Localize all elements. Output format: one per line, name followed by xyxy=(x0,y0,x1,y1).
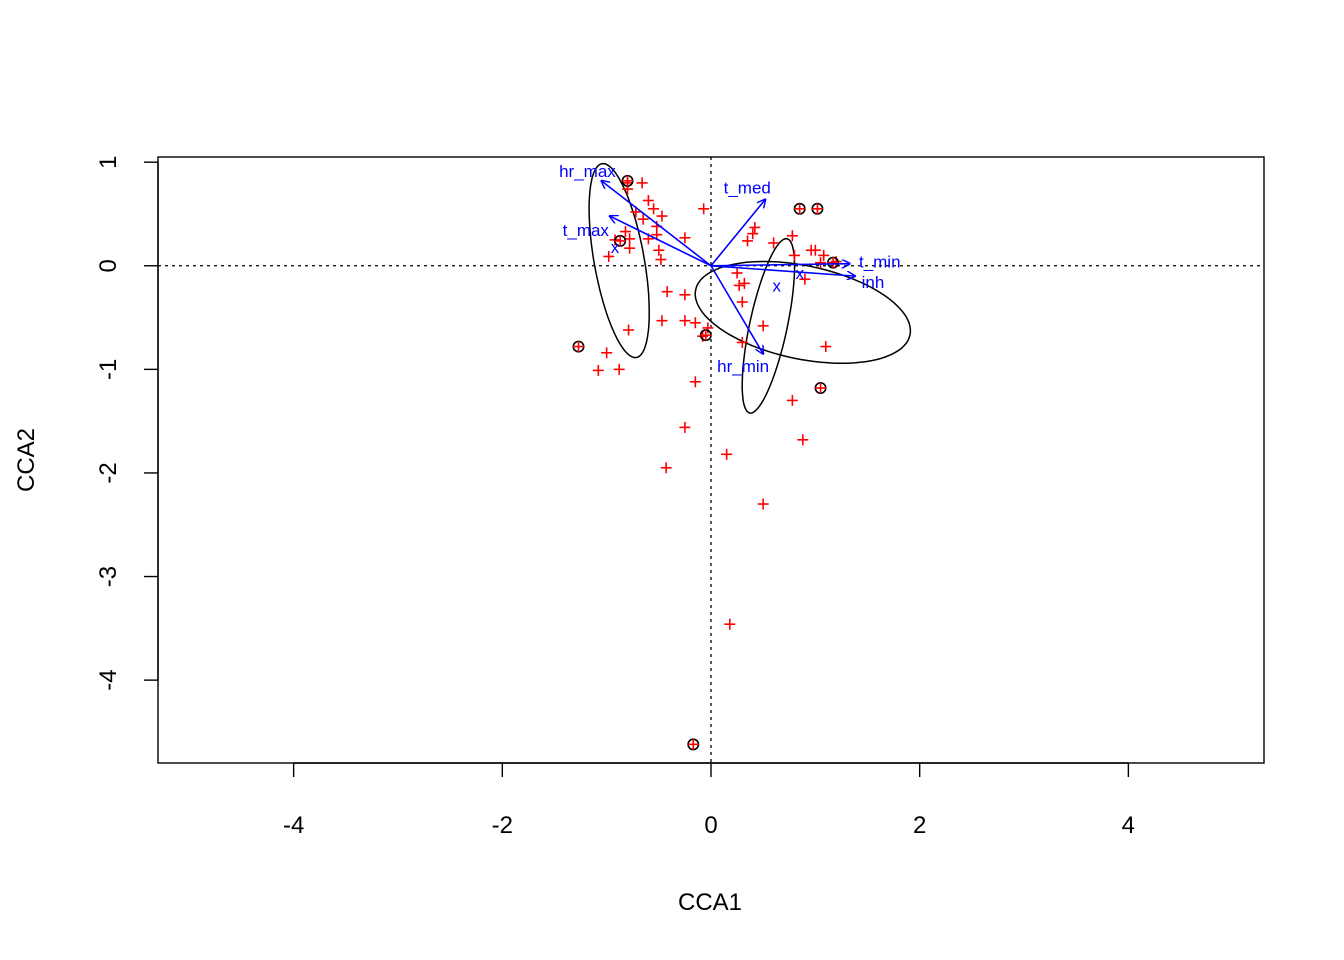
group-ellipse xyxy=(694,260,912,365)
site-point xyxy=(815,257,827,269)
site-point xyxy=(622,175,634,187)
env-arrow-label: t_max xyxy=(563,221,610,240)
site-point xyxy=(624,242,636,254)
site-point xyxy=(794,203,806,215)
y-tick-label: -3 xyxy=(95,566,122,587)
env-arrow-label: t_med xyxy=(724,178,771,197)
site-point xyxy=(815,382,827,394)
site-point xyxy=(572,341,584,353)
site-point xyxy=(797,434,809,446)
site-point xyxy=(738,277,750,289)
y-tick-label: -1 xyxy=(95,359,122,380)
site-point xyxy=(655,254,667,266)
site-point xyxy=(811,203,823,215)
site-point xyxy=(768,237,780,249)
env-arrow-label: hr_min xyxy=(717,357,769,376)
env-arrow xyxy=(710,264,850,266)
x-tick-label: -4 xyxy=(283,812,304,839)
site-point xyxy=(689,317,701,329)
site-point xyxy=(698,203,710,215)
site-point xyxy=(624,233,636,245)
y-axis-title: CCA2 xyxy=(13,428,40,492)
y-tick-label: 0 xyxy=(95,259,122,272)
site-point xyxy=(656,315,668,327)
site-point xyxy=(747,228,759,240)
site-point xyxy=(736,296,748,308)
site-point xyxy=(786,394,798,406)
site-point xyxy=(731,267,743,279)
group-ellipse xyxy=(741,237,796,414)
site-point xyxy=(805,244,817,256)
site-point xyxy=(820,341,832,353)
site-point xyxy=(749,221,761,233)
site-point xyxy=(603,250,615,262)
env-arrow xyxy=(710,199,765,267)
site-point xyxy=(799,273,811,285)
site-point xyxy=(623,324,635,336)
site-point xyxy=(656,210,668,222)
site-point xyxy=(724,618,736,630)
site-point xyxy=(614,235,626,247)
site-point xyxy=(702,322,714,334)
site-point xyxy=(636,177,648,189)
env-arrow-label: t_min xyxy=(859,253,901,272)
site-point xyxy=(721,448,733,460)
site-point xyxy=(601,347,613,359)
site-point xyxy=(733,279,745,291)
env-arrow xyxy=(710,265,763,354)
x-tick-label: 2 xyxy=(913,812,926,839)
site-point xyxy=(757,320,769,332)
centroid-label: x xyxy=(772,276,781,295)
site-point xyxy=(788,249,800,261)
site-point xyxy=(648,203,660,215)
site-point xyxy=(661,286,673,298)
site-point xyxy=(742,235,754,247)
env-arrow xyxy=(710,264,855,276)
site-point xyxy=(653,244,665,256)
y-tick-label: -2 xyxy=(95,462,122,483)
site-point xyxy=(736,336,748,348)
site-point xyxy=(700,329,712,341)
site-point xyxy=(613,363,625,375)
site-point xyxy=(689,376,701,388)
group-ellipse xyxy=(588,162,650,359)
site-point xyxy=(827,257,839,269)
site-point xyxy=(786,230,798,242)
centroid-label: x xyxy=(795,264,804,283)
site-point xyxy=(592,364,604,376)
site-point xyxy=(679,289,691,301)
env-arrow xyxy=(601,181,712,267)
site-point xyxy=(757,498,769,510)
site-point xyxy=(619,226,631,238)
x-axis-title: CCA1 xyxy=(678,889,742,916)
env-arrow-label: inh xyxy=(862,273,885,292)
centroid-label: x xyxy=(611,238,620,257)
site-point xyxy=(679,421,691,433)
x-tick-label: 0 xyxy=(704,812,717,839)
y-tick-label: 1 xyxy=(95,155,122,168)
site-point xyxy=(679,315,691,327)
site-point xyxy=(660,462,672,474)
site-point xyxy=(818,249,830,261)
site-point xyxy=(642,195,654,207)
x-tick-label: -2 xyxy=(492,812,513,839)
site-point xyxy=(637,213,649,225)
site-point xyxy=(687,738,699,750)
site-point xyxy=(679,232,691,244)
y-tick-label: -4 xyxy=(95,669,122,690)
env-arrow xyxy=(610,216,712,267)
x-tick-label: 4 xyxy=(1122,812,1135,839)
env-arrow-label: hr_max xyxy=(559,162,616,181)
